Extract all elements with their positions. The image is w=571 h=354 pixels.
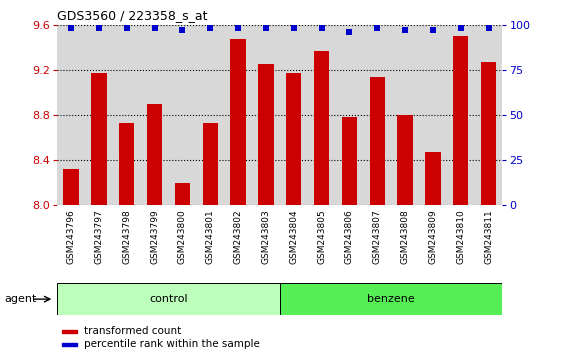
Bar: [258, 64, 274, 205]
Text: GDS3560 / 223358_s_at: GDS3560 / 223358_s_at: [57, 9, 208, 22]
Text: GSM243807: GSM243807: [373, 209, 382, 264]
Bar: [481, 62, 496, 205]
Bar: [425, 152, 441, 205]
Point: [94, 25, 103, 31]
Text: percentile rank within the sample: percentile rank within the sample: [84, 339, 260, 349]
Point: [345, 29, 354, 35]
Bar: [286, 73, 301, 205]
Bar: [453, 36, 468, 205]
Bar: [63, 169, 79, 205]
Bar: [91, 73, 107, 205]
Bar: [203, 123, 218, 205]
Bar: [175, 183, 190, 205]
Point: [317, 25, 326, 31]
Text: GSM243803: GSM243803: [262, 209, 271, 264]
Text: control: control: [149, 294, 188, 304]
Point: [206, 25, 215, 31]
Text: GSM243809: GSM243809: [428, 209, 437, 264]
Point: [484, 25, 493, 31]
Point: [262, 25, 271, 31]
Text: GSM243797: GSM243797: [94, 209, 103, 264]
Bar: [62, 330, 77, 333]
Bar: [119, 123, 134, 205]
Point: [428, 27, 437, 33]
Point: [400, 27, 409, 33]
FancyBboxPatch shape: [57, 283, 280, 315]
Text: GSM243799: GSM243799: [150, 209, 159, 264]
Bar: [369, 77, 385, 205]
FancyBboxPatch shape: [280, 283, 502, 315]
Point: [122, 25, 131, 31]
Text: GSM243805: GSM243805: [317, 209, 326, 264]
Text: GSM243806: GSM243806: [345, 209, 354, 264]
Text: GSM243810: GSM243810: [456, 209, 465, 264]
Text: benzene: benzene: [367, 294, 415, 304]
Point: [150, 25, 159, 31]
Text: transformed count: transformed count: [84, 326, 181, 336]
Bar: [397, 115, 413, 205]
Point: [373, 25, 382, 31]
Bar: [147, 104, 162, 205]
Text: GSM243798: GSM243798: [122, 209, 131, 264]
Bar: [341, 117, 357, 205]
Bar: [314, 51, 329, 205]
Bar: [62, 343, 77, 346]
Bar: [230, 39, 246, 205]
Point: [66, 25, 75, 31]
Text: GSM243808: GSM243808: [400, 209, 409, 264]
Text: agent: agent: [5, 294, 37, 304]
Text: GSM243796: GSM243796: [66, 209, 75, 264]
Point: [178, 27, 187, 33]
Text: GSM243804: GSM243804: [289, 209, 298, 264]
Text: GSM243811: GSM243811: [484, 209, 493, 264]
Point: [289, 25, 298, 31]
Text: GSM243800: GSM243800: [178, 209, 187, 264]
Text: GSM243802: GSM243802: [234, 209, 243, 264]
Point: [456, 25, 465, 31]
Text: GSM243801: GSM243801: [206, 209, 215, 264]
Point: [234, 25, 243, 31]
